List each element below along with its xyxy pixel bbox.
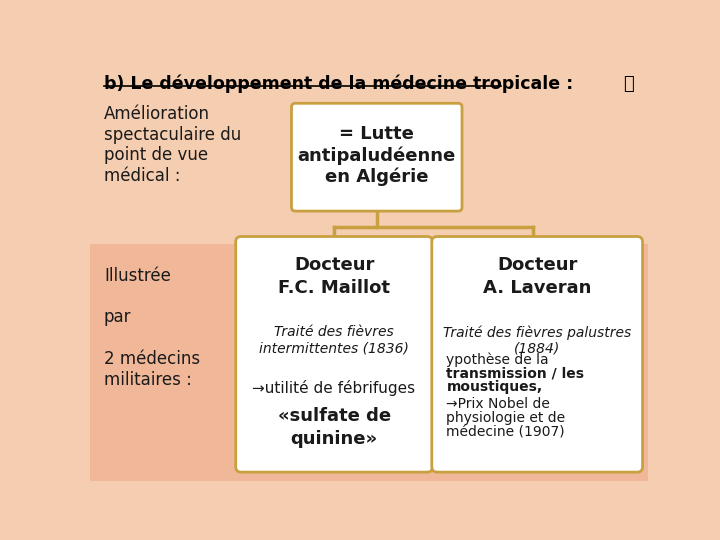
- Text: Docteur: Docteur: [294, 256, 374, 274]
- Text: Amélioration
spectaculaire du
point de vue
médical :: Amélioration spectaculaire du point de v…: [104, 105, 241, 185]
- Text: b) Le développement de la médecine tropicale :: b) Le développement de la médecine tropi…: [104, 74, 573, 92]
- Text: F.C. Maillot: F.C. Maillot: [278, 279, 390, 297]
- FancyBboxPatch shape: [90, 92, 648, 246]
- Text: transmission / les: transmission / les: [446, 367, 585, 381]
- Text: A. Laveran: A. Laveran: [483, 279, 591, 297]
- Text: ypothèse de la: ypothèse de la: [446, 353, 549, 367]
- Text: Traité des fièvres
intermittentes (1836): Traité des fièvres intermittentes (1836): [259, 325, 409, 355]
- Text: «sulfate de: «sulfate de: [278, 407, 391, 424]
- Text: Docteur: Docteur: [497, 256, 577, 274]
- Text: →utilité de fébrifuges: →utilité de fébrifuges: [252, 381, 415, 396]
- Text: quinine»: quinine»: [290, 430, 378, 448]
- Text: médecine (1907): médecine (1907): [446, 425, 565, 439]
- Text: Illustrée

par

2 médecins
militaires :: Illustrée par 2 médecins militaires :: [104, 267, 200, 389]
- FancyBboxPatch shape: [292, 103, 462, 211]
- Text: Traité des fièvres palustres
(1884): Traité des fièvres palustres (1884): [443, 325, 631, 356]
- FancyBboxPatch shape: [432, 237, 642, 472]
- Text: physiologie et de: physiologie et de: [446, 411, 566, 426]
- Text: →Prix Nobel de: →Prix Nobel de: [446, 397, 550, 411]
- Text: 🔊: 🔊: [624, 75, 634, 93]
- Text: moustiques,: moustiques,: [446, 381, 543, 395]
- FancyBboxPatch shape: [235, 237, 433, 472]
- FancyBboxPatch shape: [90, 244, 648, 481]
- Text: = Lutte
antipaludéenne
en Algérie: = Lutte antipaludéenne en Algérie: [297, 125, 456, 186]
